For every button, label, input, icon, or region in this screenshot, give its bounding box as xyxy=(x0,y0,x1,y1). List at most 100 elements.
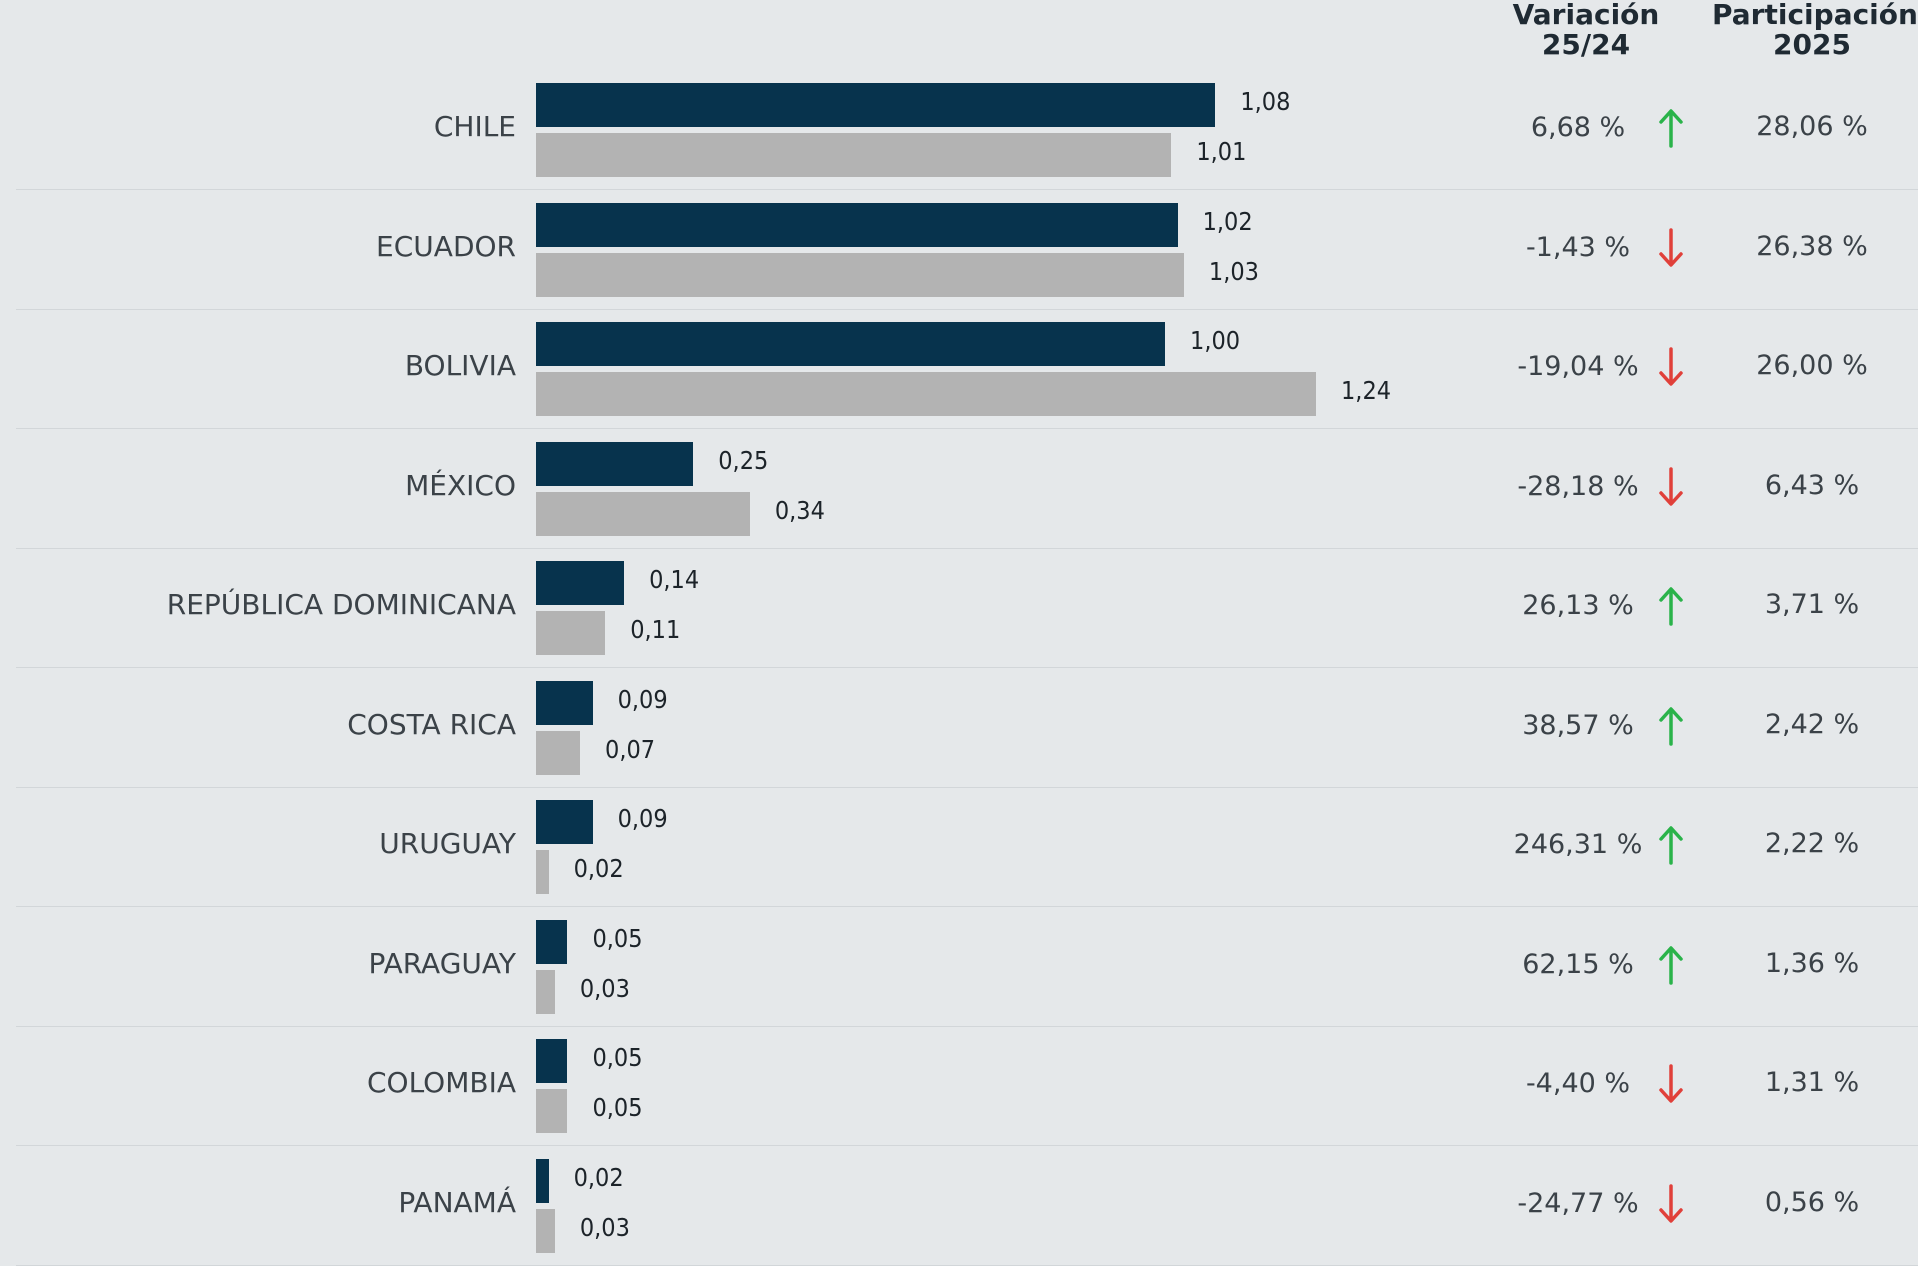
share-header-line1: Participación xyxy=(1712,0,1918,31)
variation-header-line1: Variación xyxy=(1512,0,1660,31)
row-divider xyxy=(16,1025,1918,1027)
variation-value: -1,43 % xyxy=(1525,231,1631,263)
bar-current xyxy=(536,680,593,725)
data-label-previous: 0,02 xyxy=(573,854,624,883)
variation-value: 62,15 % xyxy=(1522,948,1634,980)
variation-value: 6,68 % xyxy=(1530,112,1626,143)
bar-current xyxy=(536,919,568,964)
arrow-up-icon xyxy=(1659,826,1683,865)
data-label-previous: 1,24 xyxy=(1341,376,1392,405)
data-label-current: 0,02 xyxy=(573,1162,624,1192)
share-value: 28,06 % xyxy=(1756,111,1868,142)
arrow-up-icon xyxy=(1659,587,1683,626)
bar-previous xyxy=(536,1208,555,1253)
row-divider xyxy=(16,308,1918,310)
data-label-current: 1,02 xyxy=(1202,206,1253,236)
data-label-current: 0,25 xyxy=(718,445,769,475)
share-value: 1,36 % xyxy=(1764,947,1860,979)
data-label-current: 0,14 xyxy=(649,565,700,594)
bar-current xyxy=(536,800,593,844)
category-label: PARAGUAY xyxy=(368,946,516,980)
category-label: CHILE xyxy=(433,110,516,143)
chart-row: COSTA RICA 0,09 0,07 38,57 % 2,42 % xyxy=(0,668,1918,788)
data-label-previous: 0,05 xyxy=(592,1093,643,1122)
data-label-previous: 0,07 xyxy=(605,734,656,764)
share-value: 6,43 % xyxy=(1764,469,1860,501)
arrow-up-icon xyxy=(1659,109,1683,148)
share-value: 3,71 % xyxy=(1764,589,1860,620)
category-label: REPÚBLICA DOMINICANA xyxy=(166,588,516,621)
row-divider xyxy=(16,667,1918,668)
data-label-current: 1,00 xyxy=(1190,326,1241,355)
chart-row: PANAMÁ 0,02 0,03 -24,77 % 0,56 % xyxy=(0,1146,1918,1266)
bar-current xyxy=(536,202,1178,247)
row-divider xyxy=(16,189,1918,190)
variation-value: 38,57 % xyxy=(1522,709,1634,741)
bar-current xyxy=(536,441,694,486)
share-header: Participación 2025 xyxy=(1712,0,1918,61)
bar-previous xyxy=(536,611,606,655)
data-label-current: 1,08 xyxy=(1240,87,1291,116)
arrow-up-icon xyxy=(1659,706,1683,746)
bar-current xyxy=(536,561,625,605)
data-label-current: 0,09 xyxy=(617,804,668,833)
variation-value: -28,18 % xyxy=(1517,470,1639,502)
chart-row: MÉXICO 0,25 0,34 -28,18 % 6,43 % xyxy=(0,429,1918,549)
chart-row: PARAGUAY 0,05 0,03 62,15 % 1,36 % xyxy=(0,907,1918,1027)
arrow-down-icon xyxy=(1659,347,1683,386)
variation-header-line2: 25/24 xyxy=(1541,28,1631,61)
variation-value: 26,13 % xyxy=(1522,590,1634,621)
arrow-down-icon xyxy=(1659,1183,1683,1223)
data-label-current: 0,09 xyxy=(617,684,668,714)
chart-row: BOLIVIA 1,00 1,24 -19,04 % 26,00 % xyxy=(0,309,1918,429)
chart-row: CHILE 1,08 1,01 6,68 % 28,06 % xyxy=(0,70,1918,190)
bar-previous xyxy=(536,252,1184,297)
category-label: MÉXICO xyxy=(405,468,516,502)
share-value: 2,42 % xyxy=(1764,708,1860,740)
bar-current xyxy=(536,1039,568,1083)
data-label-previous: 1,03 xyxy=(1208,256,1259,286)
row-divider xyxy=(16,1264,1918,1266)
variation-value: -4,40 % xyxy=(1525,1068,1631,1099)
chart-row: COLOMBIA 0,05 0,05 -4,40 % 1,31 % xyxy=(0,1026,1918,1146)
share-value: 0,56 % xyxy=(1764,1186,1860,1218)
variation-value: -19,04 % xyxy=(1517,351,1639,382)
data-label-previous: 0,03 xyxy=(579,973,630,1003)
bar-previous xyxy=(536,491,750,536)
bar-previous xyxy=(536,1089,568,1133)
share-value: 26,00 % xyxy=(1756,350,1868,381)
arrow-down-icon xyxy=(1659,1064,1683,1103)
data-label-previous: 0,03 xyxy=(579,1212,630,1242)
bar-current xyxy=(536,322,1166,366)
bar-current xyxy=(536,1158,549,1203)
category-label: ECUADOR xyxy=(376,229,516,263)
share-value: 26,38 % xyxy=(1756,230,1868,262)
chart-row: REPÚBLICA DOMINICANA 0,14 0,11 26,13 % 3,71 … xyxy=(0,548,1918,668)
data-label-current: 0,05 xyxy=(592,923,643,953)
row-divider xyxy=(16,547,1918,549)
category-label: PANAMÁ xyxy=(398,1185,516,1219)
row-divider xyxy=(16,1145,1918,1146)
data-label-previous: 1,01 xyxy=(1196,137,1247,166)
share-value: 2,22 % xyxy=(1764,828,1860,859)
data-label-previous: 0,11 xyxy=(630,615,681,644)
bar-previous xyxy=(536,133,1172,177)
arrow-down-icon xyxy=(1659,227,1683,267)
category-label: COSTA RICA xyxy=(347,707,516,741)
variation-header: Variación 25/24 xyxy=(1496,0,1676,60)
bar-previous xyxy=(536,730,581,775)
share-header-line2: 2025 xyxy=(1773,28,1851,61)
category-label: BOLIVIA xyxy=(404,349,516,382)
bar-previous xyxy=(536,969,555,1014)
chart-row: URUGUAY 0,09 0,02 246,31 % 2,22 % xyxy=(0,787,1918,907)
chart-row: ECUADOR 1,02 1,03 -1,43 % 26,38 % xyxy=(0,190,1918,310)
data-label-current: 0,05 xyxy=(592,1043,643,1072)
row-divider xyxy=(16,786,1918,788)
data-label-previous: 0,34 xyxy=(774,495,825,525)
category-label: URUGUAY xyxy=(379,827,516,860)
category-label: COLOMBIA xyxy=(366,1066,516,1099)
row-divider xyxy=(16,428,1918,429)
bar-previous xyxy=(536,850,549,894)
arrow-up-icon xyxy=(1659,945,1683,985)
